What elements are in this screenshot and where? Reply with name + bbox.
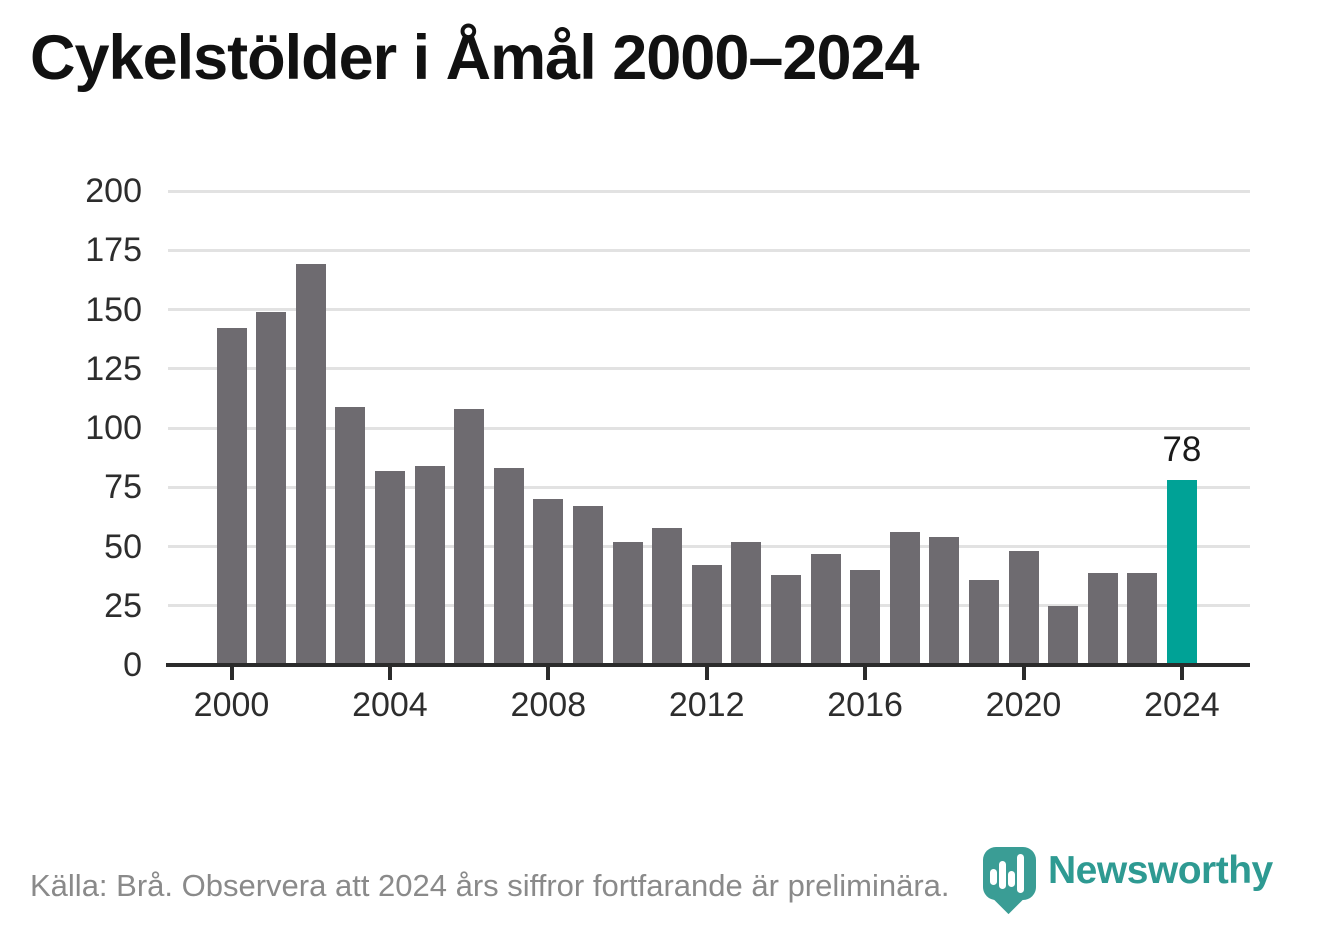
x-tick-2000 bbox=[229, 667, 234, 680]
x-tick-label-2016: 2016 bbox=[827, 686, 903, 724]
logo-bar-1 bbox=[990, 869, 997, 885]
y-tick-label-125: 125 bbox=[85, 349, 142, 388]
x-tick-2024 bbox=[1179, 667, 1184, 680]
x-tick-2008 bbox=[546, 667, 551, 680]
x-tick-label-2024: 2024 bbox=[1144, 686, 1220, 724]
bar-2012 bbox=[691, 565, 722, 665]
x-tick-2020 bbox=[1021, 667, 1026, 680]
bar-2018 bbox=[929, 537, 960, 665]
bar-2020 bbox=[1008, 551, 1039, 665]
gridline-100 bbox=[168, 426, 1250, 430]
logo-bar-3 bbox=[1008, 871, 1015, 887]
y-tick-label-100: 100 bbox=[85, 409, 142, 447]
y-tick-label-75: 75 bbox=[104, 468, 142, 507]
gridline-50 bbox=[168, 545, 1250, 548]
x-tick-label-2004: 2004 bbox=[352, 686, 428, 724]
bar-value-label: 78 bbox=[1162, 430, 1202, 470]
plot-area: 78 bbox=[168, 189, 1250, 665]
chart-title: Cykelstölder i Åmål 2000–2024 bbox=[30, 23, 920, 93]
bar-2004 bbox=[374, 470, 405, 665]
bar-2017 bbox=[889, 532, 920, 665]
bar-2021 bbox=[1048, 605, 1079, 665]
y-tick-label-150: 150 bbox=[85, 290, 142, 329]
bar-2023 bbox=[1127, 572, 1158, 665]
bar-2002 bbox=[295, 264, 326, 665]
bar-2011 bbox=[652, 527, 683, 665]
gridline-200 bbox=[168, 189, 1250, 193]
x-tick-label-2000: 2000 bbox=[193, 686, 270, 724]
bar-2006 bbox=[454, 409, 485, 665]
bar-2014 bbox=[770, 574, 801, 665]
bar-2008 bbox=[533, 499, 564, 665]
bar-2015 bbox=[810, 553, 841, 665]
gridline-75 bbox=[168, 485, 1250, 489]
x-tick-label-2008: 2008 bbox=[510, 686, 587, 724]
logo-bar-4 bbox=[1017, 854, 1024, 893]
x-tick-2004 bbox=[387, 667, 392, 680]
logo-bar-2 bbox=[999, 861, 1006, 889]
bar-2022 bbox=[1087, 572, 1118, 665]
bar-2010 bbox=[612, 541, 643, 665]
gridline-175 bbox=[168, 248, 1250, 252]
x-tick-2012 bbox=[704, 667, 709, 680]
bar-2007 bbox=[493, 468, 524, 665]
bar-2024 bbox=[1166, 480, 1197, 665]
bar-2005 bbox=[414, 465, 445, 665]
x-axis-line bbox=[166, 663, 1250, 667]
gridline-150 bbox=[168, 308, 1250, 311]
bar-2001 bbox=[256, 311, 287, 665]
y-tick-label-25: 25 bbox=[104, 586, 142, 625]
bar-2019 bbox=[968, 579, 999, 665]
x-tick-2016 bbox=[863, 667, 868, 680]
y-tick-label-200: 200 bbox=[85, 172, 142, 210]
x-tick-label-2012: 2012 bbox=[668, 686, 745, 724]
x-tick-label-2020: 2020 bbox=[985, 686, 1062, 724]
bar-2009 bbox=[572, 506, 603, 665]
logo-box bbox=[983, 847, 1036, 900]
source-note: Källa: Brå. Observera att 2024 års siffr… bbox=[30, 868, 950, 903]
y-tick-label-0: 0 bbox=[123, 646, 142, 684]
bar-2016 bbox=[850, 570, 881, 665]
y-tick-label-50: 50 bbox=[104, 527, 142, 566]
brand-name: Newsworthy bbox=[1048, 849, 1273, 892]
bar-2000 bbox=[216, 328, 247, 665]
gridline-125 bbox=[168, 367, 1250, 371]
y-tick-label-175: 175 bbox=[85, 231, 142, 270]
bar-2013 bbox=[731, 541, 762, 665]
bar-2003 bbox=[335, 406, 366, 665]
